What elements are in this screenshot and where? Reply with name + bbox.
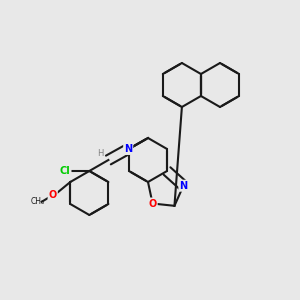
Text: O: O xyxy=(49,190,57,200)
Text: CH₃: CH₃ xyxy=(30,197,44,206)
Text: H: H xyxy=(97,149,103,158)
Text: O: O xyxy=(148,199,157,208)
Text: N: N xyxy=(124,144,132,154)
Text: N: N xyxy=(179,181,188,191)
Text: Cl: Cl xyxy=(60,166,70,176)
